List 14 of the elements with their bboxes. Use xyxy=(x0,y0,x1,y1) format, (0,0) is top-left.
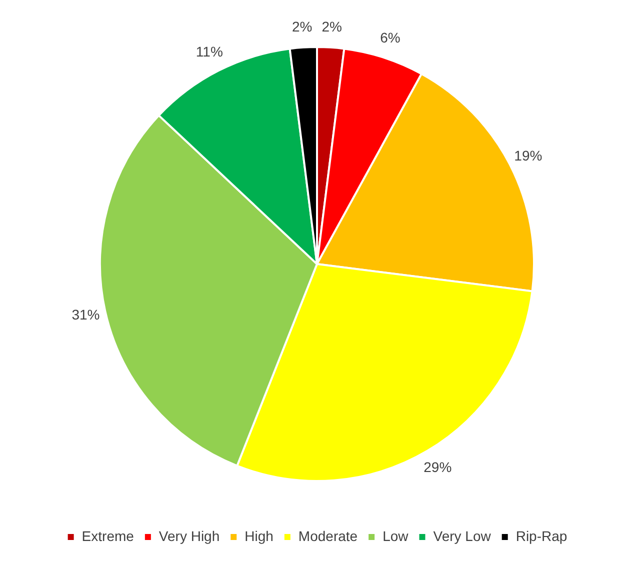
data-label: 29% xyxy=(424,458,452,475)
legend-label: Extreme xyxy=(82,528,134,544)
data-label: 19% xyxy=(514,147,542,164)
legend-label: Very High xyxy=(158,528,220,544)
legend-label: Very Low xyxy=(433,528,492,544)
data-label: 31% xyxy=(72,306,100,323)
legend-label: High xyxy=(244,528,274,544)
data-label: 2% xyxy=(322,18,342,34)
legend-label: Moderate xyxy=(298,528,358,544)
legend-label: Low xyxy=(382,528,410,544)
data-label: 6% xyxy=(380,29,400,46)
data-label: 11% xyxy=(196,44,223,60)
legend-label: Rip-Rap xyxy=(516,528,568,544)
data-label: 2% xyxy=(292,18,312,34)
